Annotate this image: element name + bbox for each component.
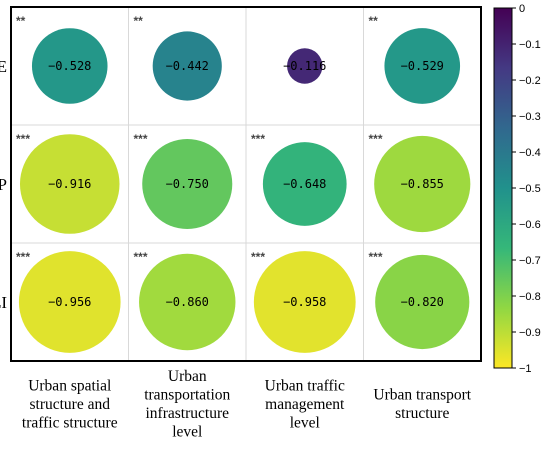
colorbar-tick-label: −0.4 xyxy=(519,147,541,159)
significance-stars: *** xyxy=(251,250,265,264)
significance-stars: ** xyxy=(16,14,26,28)
correlation-circle xyxy=(142,138,233,230)
cells: −0.528**−0.442**−0.116 −0.529**−0.916***−… xyxy=(16,14,471,353)
column-label-line: structure and xyxy=(30,396,111,413)
colorbar-tick-label: −0.7 xyxy=(519,255,541,267)
correlation-circle xyxy=(253,251,356,353)
colorbar-tick-label: −1 xyxy=(519,363,532,375)
cell-value-label: −0.442 xyxy=(166,59,209,73)
colorbar-tick-label: −0.6 xyxy=(519,219,541,231)
cell-value-label: −0.958 xyxy=(283,295,326,309)
cell-value-label: −0.956 xyxy=(48,295,91,309)
significance-stars: *** xyxy=(369,132,383,146)
cell-value-label: −0.116 xyxy=(283,59,326,73)
cell: −0.442 ** xyxy=(134,14,222,101)
colorbar-tick-label: −0.9 xyxy=(519,327,541,339)
significance-stars: *** xyxy=(251,132,265,146)
row-label: CEI xyxy=(0,293,7,312)
column-label-line: traffic structure xyxy=(22,414,118,431)
column-label-line: Urban xyxy=(168,368,207,385)
correlation-circle xyxy=(31,28,108,104)
column-label-line: structure xyxy=(395,405,449,422)
cell-value-label: −0.529 xyxy=(401,59,444,73)
cell: −0.529 ** xyxy=(369,14,461,104)
significance-stars: *** xyxy=(134,250,148,264)
correlation-circle xyxy=(18,251,121,353)
significance-stars: *** xyxy=(16,250,30,264)
cell-value-label: −0.855 xyxy=(401,177,444,191)
correlation-circle xyxy=(262,142,347,226)
correlation-circle xyxy=(139,253,236,351)
cell-value-label: −0.860 xyxy=(166,295,209,309)
significance-stars: *** xyxy=(16,132,30,146)
colorbar-tick-label: −0.3 xyxy=(519,111,541,123)
column-label-line: Urban spatial xyxy=(28,377,111,394)
correlation-circle xyxy=(375,254,470,350)
cell: −0.855 *** xyxy=(369,132,471,233)
cell: −0.860 *** xyxy=(134,250,236,351)
significance-stars: ** xyxy=(369,14,379,28)
colorbar-tick-label: −0.5 xyxy=(519,183,541,195)
cell: −0.528 ** xyxy=(16,14,108,104)
significance-stars: ** xyxy=(134,14,144,28)
column-label-line: management xyxy=(265,396,345,413)
correlation-circle xyxy=(287,48,323,84)
row-label: CE xyxy=(0,57,7,76)
colorbar-tick-label: −0.1 xyxy=(519,39,541,51)
column-label-line: transportation xyxy=(144,387,230,404)
cell: −0.916 *** xyxy=(16,132,120,234)
correlation-circle xyxy=(152,31,222,101)
cell-value-label: −0.648 xyxy=(283,177,326,191)
colorbar: 0 −0.1 −0.2 −0.3 −0.4 −0.5 −0.6 −0.7 −0.8 −0.9 −1 xyxy=(493,3,541,375)
significance-stars: *** xyxy=(369,250,383,264)
cell: −0.820 *** xyxy=(369,250,470,350)
correlation-circle xyxy=(19,134,120,234)
column-label-line: infrastructure xyxy=(146,405,230,422)
cell-value-label: −0.528 xyxy=(48,59,91,73)
plot-frame xyxy=(10,6,482,362)
column-label-line: Urban traffic xyxy=(265,377,345,394)
column-label-line: Urban transport xyxy=(373,387,471,404)
row-labels: CE CEP CEI xyxy=(0,57,7,312)
cell-value-label: −0.750 xyxy=(166,177,209,191)
cell-value-label: −0.820 xyxy=(401,295,444,309)
cell: −0.648 *** xyxy=(251,132,347,226)
column-label-line: level xyxy=(290,414,320,431)
colorbar-tick-label: −0.2 xyxy=(519,75,541,87)
cell: −0.750 *** xyxy=(134,132,233,230)
cell: −0.956 *** xyxy=(16,250,121,353)
correlation-circle xyxy=(384,28,461,104)
cell: −0.958 *** xyxy=(251,250,356,353)
cell-grid xyxy=(11,7,481,361)
correlation-circle xyxy=(374,135,471,233)
cell-value-label: −0.916 xyxy=(48,177,91,191)
colorbar-gradient xyxy=(493,7,513,369)
significance-stars: *** xyxy=(134,132,148,146)
cell: −0.116 xyxy=(283,48,326,84)
colorbar-tick-label: −0.8 xyxy=(519,291,541,303)
colorbar-tick-label: 0 xyxy=(519,3,525,15)
column-label-line: level xyxy=(172,424,202,441)
row-label: CEP xyxy=(0,175,7,194)
